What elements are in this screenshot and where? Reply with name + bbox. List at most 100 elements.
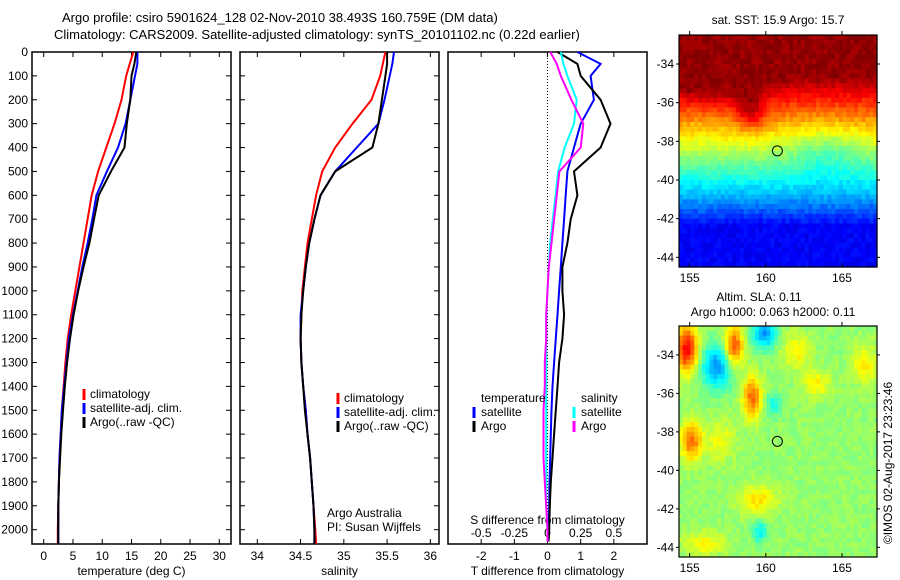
map-cell	[854, 112, 859, 118]
map-cell	[873, 180, 878, 186]
map-cell	[694, 422, 699, 428]
map-cell	[800, 378, 806, 385]
map-cell	[701, 102, 707, 109]
map-cell	[747, 359, 752, 366]
map-cell	[846, 436, 851, 443]
map-cell	[869, 252, 874, 258]
map-cell	[831, 136, 836, 142]
map-cell	[800, 68, 806, 75]
map-cell	[705, 465, 711, 471]
map-cell	[686, 223, 692, 229]
map-cell	[713, 383, 718, 390]
map-cell	[728, 350, 733, 356]
map-cell	[758, 218, 764, 225]
map-cell	[793, 146, 798, 152]
map-cell	[690, 398, 695, 404]
map-cell	[747, 141, 752, 147]
map-cell	[804, 257, 810, 263]
map-cell	[739, 340, 745, 346]
map-cell	[690, 93, 695, 99]
map-cell	[774, 93, 779, 99]
map-cell	[800, 107, 806, 113]
map-cell	[823, 141, 829, 147]
map-cell	[709, 175, 714, 181]
map-cell	[819, 340, 825, 346]
map-cell	[808, 460, 813, 467]
map-cell	[758, 199, 764, 205]
map-cell	[701, 518, 707, 524]
map-cell	[770, 326, 775, 332]
map-cell	[686, 189, 692, 196]
map-cell	[835, 107, 840, 113]
map-cell	[804, 383, 810, 390]
map-cell	[698, 383, 703, 390]
map-cell	[857, 238, 863, 244]
map-cell	[694, 117, 699, 123]
map-cell	[743, 155, 749, 162]
map-cell	[709, 378, 714, 385]
map-cell	[736, 97, 741, 104]
map-cell	[869, 427, 874, 433]
map-cell	[781, 213, 787, 220]
map-cell	[758, 252, 764, 258]
map-cell	[720, 54, 726, 60]
map-cell	[831, 238, 836, 244]
map-cell	[755, 122, 760, 128]
map-cell	[846, 393, 851, 399]
map-cell	[804, 412, 810, 419]
map-cell	[854, 484, 859, 491]
map-cell	[823, 247, 829, 254]
map-cell	[835, 340, 840, 346]
map-cell	[857, 228, 863, 234]
map-cell	[774, 388, 779, 394]
map-cell	[835, 431, 840, 438]
map-cell	[789, 480, 794, 486]
map-cell	[762, 532, 768, 539]
map-cell	[732, 160, 737, 167]
map-cell	[698, 175, 703, 181]
map-cell	[755, 155, 760, 162]
map-cell	[774, 383, 779, 390]
map-cell	[778, 233, 783, 239]
map-cell	[736, 326, 741, 332]
map-cell	[755, 388, 760, 394]
map-cell	[850, 257, 855, 263]
map-cell	[804, 59, 810, 65]
map-cell	[682, 364, 688, 370]
map-cell	[819, 398, 825, 404]
map-cell	[823, 398, 829, 404]
map-cell	[778, 180, 783, 186]
map-cell	[873, 155, 878, 162]
map-cell	[751, 238, 756, 244]
map-cell	[755, 160, 760, 167]
map-cell	[854, 218, 859, 225]
map-cell	[869, 184, 874, 191]
map-cell	[755, 194, 760, 200]
map-cell	[850, 350, 855, 356]
map-cell	[800, 350, 806, 356]
map-cell	[793, 480, 798, 486]
map-cell	[869, 88, 874, 94]
map-cell	[819, 199, 825, 205]
map-cell	[774, 68, 779, 75]
map-cell	[854, 64, 859, 70]
map-cell	[720, 427, 726, 433]
map-cell	[793, 238, 798, 244]
map-cell	[739, 59, 745, 65]
map-cell	[766, 165, 771, 171]
map-cell	[728, 102, 733, 109]
map-cell	[751, 78, 756, 84]
y-tick-label: 700	[8, 212, 28, 226]
map-cell	[751, 528, 756, 534]
map-cell	[827, 465, 832, 471]
map-cell	[812, 441, 817, 447]
map-cell	[713, 59, 718, 65]
map-cell	[842, 54, 848, 60]
map-cell	[804, 107, 810, 113]
map-cell	[861, 480, 867, 486]
map-cell	[778, 451, 783, 457]
map-cell	[808, 49, 813, 55]
map-cell	[850, 446, 855, 452]
map-cell	[857, 122, 863, 128]
map-cell	[743, 194, 749, 200]
